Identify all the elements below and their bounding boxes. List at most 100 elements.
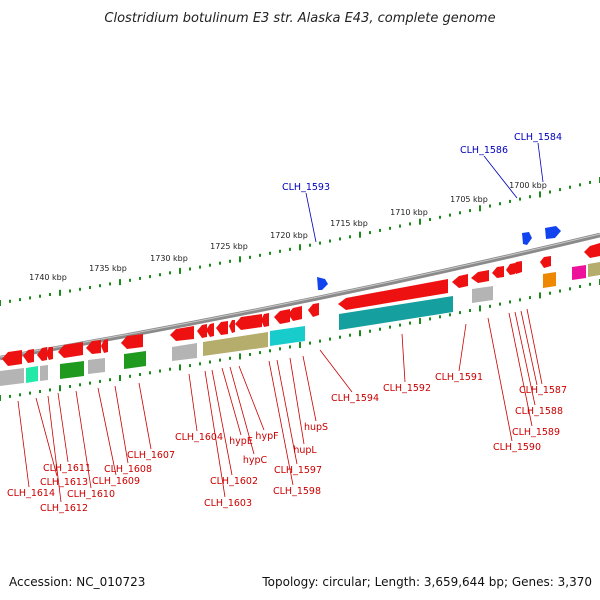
label-clh1614[interactable]: CLH_1614 <box>7 488 55 499</box>
gene-clh1592[interactable] <box>338 279 448 310</box>
scale-ruler-minor-tick <box>259 253 261 257</box>
leader-line <box>268 360 294 486</box>
gene-clh1591[interactable] <box>452 274 468 288</box>
label-clh1598[interactable]: CLH_1598 <box>273 486 321 497</box>
gene-hypE[interactable] <box>216 321 228 335</box>
label-clh1613[interactable]: CLH_1613 <box>40 477 88 488</box>
scale-ruler-major-tick <box>239 256 241 263</box>
inner-ruler-minor-tick <box>279 347 281 351</box>
gene-clh1602[interactable] <box>206 323 214 337</box>
scale-ruler-major-tick <box>359 231 361 238</box>
inner-ruler-minor-tick <box>579 285 581 288</box>
band-gray-left-2 <box>40 365 48 381</box>
tick-label-1725: 1725 kbp <box>210 242 248 251</box>
scale-ruler-minor-tick <box>569 185 571 189</box>
inner-ruler-minor-tick <box>409 321 411 325</box>
gene-clh1610[interactable] <box>58 342 83 358</box>
inner-ruler-minor-tick <box>389 325 391 329</box>
inner-ruler-major-tick <box>239 353 241 360</box>
genome-backbone-highlight <box>0 233 600 358</box>
gene-clh1586[interactable] <box>522 232 532 245</box>
label-clh1603[interactable]: CLH_1603 <box>204 498 252 509</box>
leader-line <box>305 192 317 243</box>
gene-clh1609[interactable] <box>86 340 101 354</box>
inner-ruler-minor-tick <box>499 302 501 306</box>
scale-ruler-minor-tick <box>69 289 71 293</box>
gene-hupL[interactable] <box>288 306 302 321</box>
gene-clh1589[interactable] <box>492 266 504 278</box>
tick-label-1720: 1720 kbp <box>270 231 308 240</box>
label-clh1588[interactable]: CLH_1588 <box>515 406 563 417</box>
label-clh1589[interactable]: CLH_1589 <box>512 427 560 438</box>
label-clh1611[interactable]: CLH_1611 <box>43 463 91 474</box>
gene-clh1614[interactable] <box>2 350 22 366</box>
scale-ruler-major-tick <box>0 300 1 306</box>
label-clh1609[interactable]: CLH_1609 <box>92 476 140 487</box>
gene-clh1608[interactable] <box>101 339 108 353</box>
label-clh1612[interactable]: CLH_1612 <box>40 503 88 514</box>
inner-ruler-minor-tick <box>319 339 321 343</box>
gene-clh1612[interactable] <box>37 347 47 361</box>
inner-ruler-minor-tick <box>489 304 491 308</box>
scale-ruler-minor-tick <box>549 190 551 194</box>
gene-clh1607[interactable] <box>121 334 143 349</box>
gene-right-1[interactable] <box>540 256 551 268</box>
gene-right-2[interactable] <box>584 243 600 258</box>
label-clh1586[interactable]: CLH_1586 <box>460 145 508 156</box>
inner-ruler-minor-tick <box>269 349 271 353</box>
gene-clh1613[interactable] <box>23 349 34 363</box>
gene-clh1597[interactable] <box>274 309 290 324</box>
inner-ruler-major-tick <box>539 292 541 299</box>
scale-ruler-minor-tick <box>139 276 141 280</box>
label-clh1604[interactable]: CLH_1604 <box>175 432 223 443</box>
label-clh1591[interactable]: CLH_1591 <box>435 372 483 383</box>
label-clh1594[interactable]: CLH_1594 <box>331 393 379 404</box>
scale-ruler-minor-tick <box>429 218 431 221</box>
label-clh1584[interactable]: CLH_1584 <box>514 132 562 143</box>
label-clh1590[interactable]: CLH_1590 <box>493 442 541 453</box>
label-clh1592[interactable]: CLH_1592 <box>383 383 431 394</box>
leader-line <box>47 395 62 503</box>
forward-strand-genes <box>317 226 561 290</box>
gene-clh1587[interactable] <box>512 261 522 274</box>
label-hypC[interactable]: hypC <box>243 455 268 466</box>
label-hypE[interactable]: hypE <box>229 436 253 447</box>
gene-clh1594[interactable] <box>308 303 319 317</box>
gene-clh1603[interactable] <box>197 324 207 338</box>
scale-ruler-minor-tick <box>349 235 351 239</box>
leader-line <box>302 355 317 422</box>
gene-hypF[interactable] <box>235 314 262 330</box>
gene-clh1598[interactable] <box>261 313 269 327</box>
label-clh1587[interactable]: CLH_1587 <box>519 385 567 396</box>
leader-line <box>487 317 513 442</box>
leader-line <box>520 310 538 386</box>
label-clh1610[interactable]: CLH_1610 <box>67 489 115 500</box>
gene-clh1584[interactable] <box>545 226 561 239</box>
inner-ruler-minor-tick <box>569 287 571 291</box>
map-title: Clostridium botulinum E3 str. Alaska E43… <box>104 11 495 26</box>
leader-line <box>221 367 242 436</box>
label-clh1607[interactable]: CLH_1607 <box>127 450 175 461</box>
label-clh1593[interactable]: CLH_1593 <box>282 182 330 193</box>
leader-line <box>483 155 518 199</box>
label-hypF[interactable]: hypF <box>255 431 278 442</box>
gene-clh1604[interactable] <box>170 326 194 341</box>
label-hupS[interactable]: hupS <box>304 422 328 433</box>
leader-line <box>401 333 406 383</box>
inner-ruler-minor-tick <box>249 353 251 356</box>
tick-label-1735: 1735 kbp <box>89 264 127 273</box>
scale-ruler-minor-tick <box>189 267 191 271</box>
inner-ruler-minor-tick <box>9 394 11 398</box>
gene-clh1611[interactable] <box>46 347 53 360</box>
gene-clh1588[interactable] <box>506 263 515 275</box>
label-hupL[interactable]: hupL <box>293 445 317 456</box>
label-clh1602[interactable]: CLH_1602 <box>210 476 258 487</box>
label-clh1597[interactable]: CLH_1597 <box>274 465 322 476</box>
gene-hypC[interactable] <box>229 320 235 333</box>
inner-ruler-minor-tick <box>559 289 561 293</box>
scale-ruler-minor-tick <box>159 273 161 277</box>
label-clh1608[interactable]: CLH_1608 <box>104 464 152 475</box>
gene-clh1590[interactable] <box>471 270 489 283</box>
scale-ruler-minor-tick <box>229 259 231 263</box>
gene-clh1593[interactable] <box>317 277 328 290</box>
